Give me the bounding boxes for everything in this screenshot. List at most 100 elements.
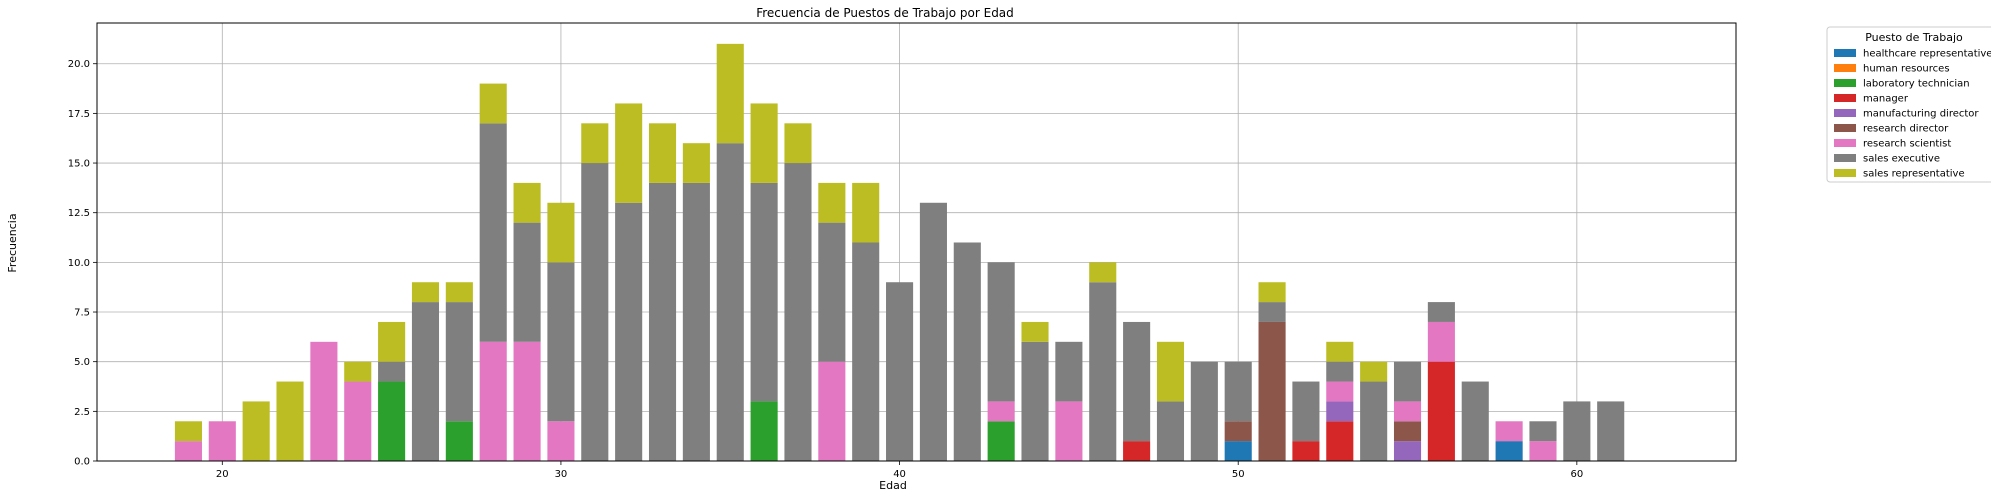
bar-segment — [682, 143, 710, 183]
bar-segment — [276, 381, 304, 461]
y-tick-label: 7.5 — [74, 308, 90, 319]
bar-segment — [1563, 401, 1591, 461]
bar-segment — [750, 182, 778, 402]
bar-segment — [1224, 421, 1252, 442]
legend-entry: manufacturing director — [1863, 109, 1979, 120]
bar-segment — [1156, 341, 1185, 402]
bars — [174, 43, 1625, 461]
bar-segment — [784, 123, 812, 164]
bar-segment — [1427, 361, 1455, 461]
bar-segment — [310, 341, 338, 461]
x-tick-label: 60 — [1570, 469, 1583, 480]
legend-swatch — [1834, 139, 1856, 147]
bar-segment — [1326, 401, 1354, 422]
y-axis: 0.0 2.5 5.0 7.5 10.0 12.5 15.0 17.5 20.0 — [68, 59, 97, 468]
bar-segment — [344, 361, 372, 382]
bar-segment — [1597, 401, 1625, 461]
bar-segment — [581, 123, 609, 164]
legend-entry: research scientist — [1863, 139, 1951, 150]
legend-swatch — [1834, 79, 1856, 87]
bar-segment — [411, 302, 440, 461]
bar-segment — [1021, 341, 1049, 461]
legend-swatch — [1834, 109, 1856, 117]
legend-box — [1826, 26, 1991, 183]
bar-segment — [445, 421, 473, 461]
bar-segment — [513, 182, 541, 223]
x-tick-label: 50 — [1232, 469, 1245, 480]
bar-segment — [852, 182, 880, 243]
legend-swatch — [1834, 169, 1856, 177]
bar-segment — [1021, 321, 1049, 342]
bar-segment — [750, 103, 778, 183]
bar-segment — [987, 401, 1015, 422]
bar-segment — [784, 163, 812, 461]
x-tick-label: 30 — [555, 469, 568, 480]
bar-segment — [1055, 401, 1083, 461]
legend-swatch — [1834, 154, 1856, 162]
bar-segment — [1258, 321, 1286, 461]
bar-segment — [648, 123, 677, 183]
bar-segment — [1123, 441, 1151, 461]
bar-segment — [1156, 401, 1185, 461]
legend-entry: human resources — [1863, 64, 1950, 75]
bar-segment — [242, 401, 270, 461]
bar-segment — [750, 401, 778, 461]
bar-segment — [1495, 441, 1523, 461]
x-axis-label: Edad — [879, 479, 907, 492]
bar-segment — [1292, 441, 1320, 461]
y-tick-label: 17.5 — [68, 109, 90, 120]
x-axis: 20 30 40 50 60 — [216, 461, 1583, 480]
y-tick-label: 12.5 — [68, 208, 90, 219]
bar-segment — [1427, 321, 1455, 362]
bar-segment — [547, 202, 575, 263]
bar-segment — [1123, 321, 1151, 442]
y-axis-label: Frecuencia — [6, 213, 19, 272]
legend-entry: sales representative — [1863, 169, 1965, 180]
legend-entry: research director — [1863, 124, 1949, 135]
bar-segment — [547, 262, 575, 422]
bar-segment — [1326, 421, 1354, 461]
bar-segment — [682, 182, 710, 461]
legend-swatch — [1834, 94, 1856, 102]
bar-segment — [1427, 302, 1455, 322]
x-tick-label: 40 — [893, 469, 906, 480]
bar-segment — [919, 202, 947, 461]
bar-segment — [1326, 341, 1354, 362]
y-tick-label: 2.5 — [74, 407, 90, 418]
bar-segment — [1258, 282, 1286, 303]
bar-segment — [1258, 302, 1286, 322]
bar-segment — [1055, 341, 1083, 402]
bar-segment — [1393, 441, 1422, 461]
bar-segment — [818, 361, 846, 461]
bar-segment — [1190, 361, 1218, 461]
bar-segment — [378, 381, 406, 461]
y-tick-label: 20.0 — [68, 59, 90, 70]
bar-segment — [1393, 361, 1422, 402]
bar-segment — [1224, 441, 1252, 461]
bar-segment — [1089, 282, 1117, 461]
bar-segment — [1529, 421, 1557, 442]
legend-entry: healthcare representative — [1863, 49, 1991, 60]
y-tick-label: 0.0 — [74, 457, 90, 468]
bar-segment — [445, 282, 473, 303]
bar-segment — [987, 262, 1015, 402]
bar-segment — [886, 282, 914, 461]
legend-title: Puesto de Trabajo — [1865, 31, 1963, 44]
bar-segment — [1089, 262, 1117, 283]
bar-segment — [818, 222, 846, 362]
bar-segment — [648, 182, 677, 461]
bar-segment — [174, 441, 202, 461]
bar-segment — [953, 242, 981, 461]
legend: Puesto de Trabajo healthcare representat… — [1826, 26, 1991, 183]
plot-area — [97, 23, 1736, 461]
bar-segment — [479, 83, 507, 124]
bar-segment — [716, 43, 744, 144]
bar-segment — [479, 123, 507, 342]
legend-swatch — [1834, 49, 1856, 57]
bar-segment — [716, 143, 744, 461]
y-tick-label: 10.0 — [68, 258, 90, 269]
bar-segment — [174, 421, 202, 442]
x-tick-label: 20 — [216, 469, 229, 480]
bar-segment — [1360, 361, 1388, 382]
